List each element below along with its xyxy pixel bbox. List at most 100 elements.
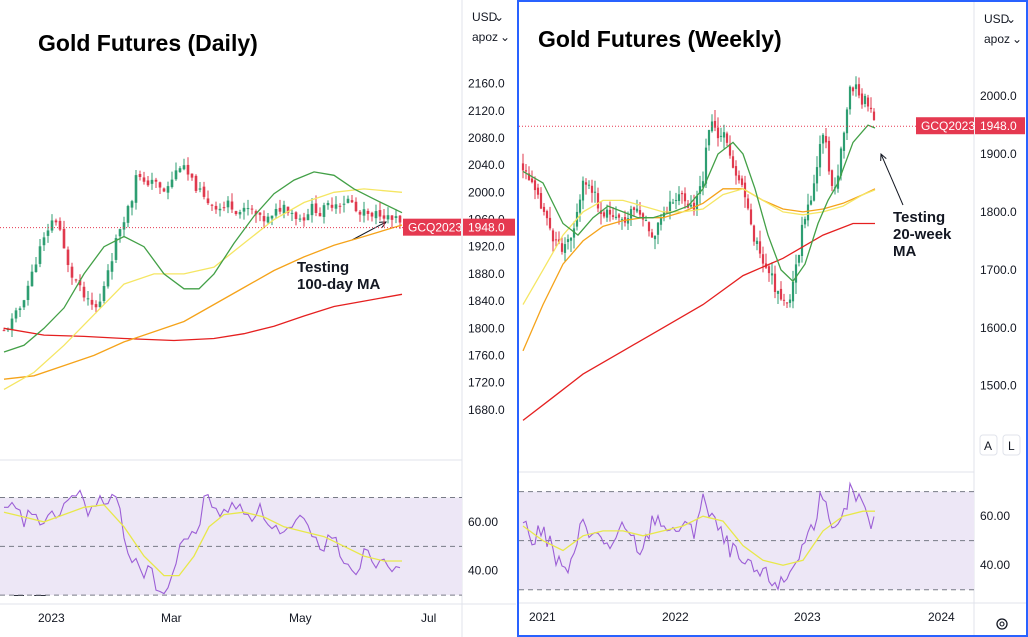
candle-body [58,220,62,230]
candle-body [533,180,537,191]
weekly-chart-panel[interactable]: Gold Futures (Weekly) USD ⌄ apoz ⌄ A L T… [517,0,1028,637]
candle-body [521,163,525,171]
candle-body [788,299,792,303]
candle-body [785,302,789,304]
log-scale-button[interactable]: L [1002,434,1021,456]
candle-body [755,240,759,245]
candle-body [170,179,174,188]
candle-body [578,199,582,213]
rsi-ma-line [3,504,402,577]
annotation-text: MA [893,243,916,260]
candle-body [38,246,42,264]
candle-body [190,173,194,178]
ma-mid-line [3,188,403,390]
price-tick-label: 1720.0 [468,376,505,390]
candle-body [707,130,711,146]
candle-body [608,209,612,215]
candle-body [863,95,867,104]
candle-body [593,191,597,193]
candle-body [66,249,70,266]
price-tick-label: 2000.0 [980,89,1017,103]
last-price-tag: 1948.0 [975,117,1025,135]
candle-body [731,156,735,168]
candle-body [346,198,350,203]
daily-chart-svg[interactable]: Gold Futures (Daily) USD ⌄ apoz ⌄ Testin… [0,0,516,637]
rsi-tick-label: 40.00 [980,558,1010,572]
currency-selector[interactable]: USD [984,12,1010,26]
candle-body [548,217,552,229]
candle-body [330,204,334,208]
ma-fast-line [522,124,876,283]
candle-body [282,204,286,214]
last-price-label: 1948.0 [980,119,1017,133]
unit-selector[interactable]: apoz [472,30,498,44]
price-tick-label: 2120.0 [468,104,505,118]
candle-body [374,211,378,219]
candle-body [761,254,765,264]
candle-body [677,194,681,202]
currency-chevron-icon[interactable]: ⌄ [494,10,504,24]
candle-body [114,238,118,260]
candle-body [14,310,18,319]
candle-body [674,200,678,202]
auto-scale-button[interactable]: A [979,434,998,456]
price-tick-label: 1800.0 [468,321,505,335]
currency-chevron-icon[interactable]: ⌄ [1006,12,1016,26]
candle-body [698,186,702,194]
candle-body [617,214,621,218]
rsi-tick-label: 60.00 [468,515,498,529]
candle-body [74,279,78,281]
currency-selector[interactable]: USD [472,10,498,24]
candle-body [398,215,402,223]
candle-body [680,193,684,195]
candle-body [767,266,771,274]
candle-body [286,206,290,213]
candle-body [198,188,202,190]
candle-body [551,230,555,242]
rsi-line [4,489,401,595]
symbol-tag-bg [916,117,974,135]
candle-body [130,201,134,208]
candle-body [704,147,708,184]
time-tick-label: Mar [161,611,182,625]
candle-body [86,298,90,300]
candle-body [581,180,585,201]
daily-chart-panel[interactable]: Gold Futures (Daily) USD ⌄ apoz ⌄ Testin… [0,0,516,637]
candle-body [776,290,780,294]
time-tick-label: 2023 [38,611,65,625]
candle-body [158,182,162,188]
candle-body [210,204,214,206]
candle-body [806,204,810,221]
candle-body [860,93,864,105]
candle-body [126,206,130,223]
candle-body [854,84,858,89]
settings-gear-icon[interactable] [996,618,1008,630]
candle-body [34,264,38,273]
candle-body [848,86,852,110]
candle-body [851,87,855,92]
weekly-chart-svg[interactable]: Gold Futures (Weekly) USD ⌄ apoz ⌄ A L T… [519,2,1026,635]
candle-body [605,209,609,218]
candle-body [626,218,630,224]
candle-body [326,202,330,206]
candle-body [653,235,657,240]
candle-body [797,254,801,263]
candle-body [620,219,624,221]
candle-body [22,300,26,308]
candle-body [872,111,876,121]
candle-body [206,198,210,204]
candle-body [274,208,278,216]
unit-selector[interactable]: apoz [984,32,1010,46]
candle-body [146,180,150,186]
candle-body [94,304,98,308]
annotation-arrow [880,153,904,206]
symbol-tag-bg [403,218,461,236]
candle-body [641,213,645,220]
unit-chevron-icon[interactable]: ⌄ [1012,32,1022,46]
candle-body [584,182,588,185]
unit-chevron-icon[interactable]: ⌄ [500,30,510,44]
candle-body [290,212,294,214]
candle-body [668,201,672,212]
last-price-bg [975,117,1025,135]
